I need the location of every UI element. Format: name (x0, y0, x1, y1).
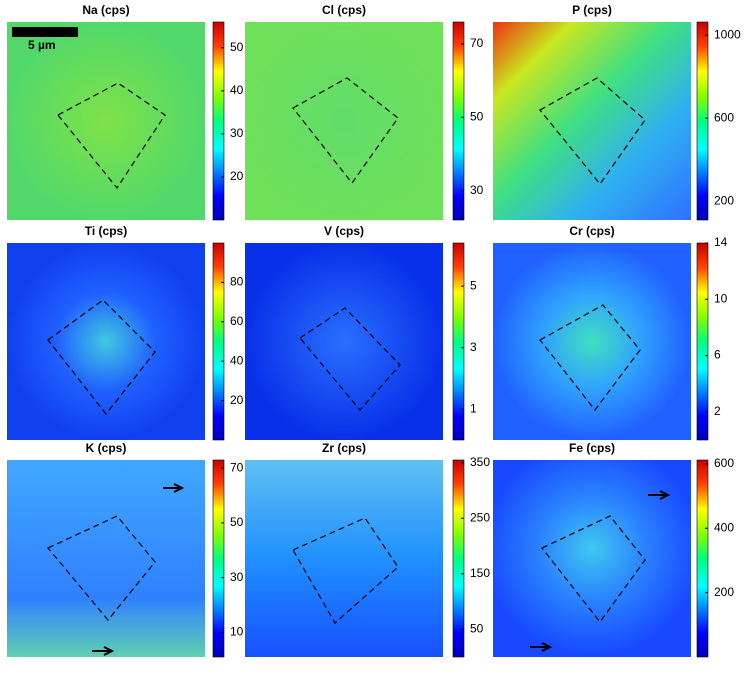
panel-title: Cl (cps) (322, 3, 366, 17)
colorbar (452, 459, 465, 658)
arrow (530, 642, 553, 652)
colorbar (452, 242, 465, 441)
heatmap-image (7, 460, 205, 657)
panel-title: Ti (cps) (85, 224, 127, 238)
panel-title: Fe (cps) (569, 441, 615, 455)
heatmap-image (7, 22, 205, 220)
colorbar-tick-label: 6 (714, 348, 721, 362)
scale-bar (12, 27, 78, 37)
dashed-outline (539, 304, 641, 411)
colorbar-tick-label: 200 (714, 585, 734, 599)
colorbar (212, 242, 225, 441)
panel-title: Cr (cps) (569, 224, 614, 238)
colorbar-tick-label: 1 (470, 401, 477, 415)
dashed-outline (541, 515, 646, 623)
colorbar-tick-label: 600 (714, 456, 734, 470)
dashed-outline (299, 307, 401, 411)
colorbar-tick-label: 30 (230, 570, 244, 584)
colorbar-tick-label: 70 (230, 460, 244, 474)
colorbar-tick-label: 80 (230, 275, 244, 289)
colorbar-tick-label: 50 (230, 515, 244, 529)
colorbar (696, 459, 709, 658)
colorbar-tick-label: 2 (714, 404, 721, 418)
colorbar-tick-label: 350 (470, 455, 490, 469)
arrow (648, 490, 671, 500)
heatmap-image (493, 460, 691, 657)
colorbar-tick-label: 200 (714, 193, 734, 207)
colorbar-tick-label: 20 (230, 393, 244, 407)
colorbar-tick-label: 400 (714, 520, 734, 534)
colorbar-tick-label: 14 (714, 235, 728, 249)
heatmap-image (493, 243, 691, 440)
dashed-outline (47, 515, 156, 621)
panel-title: V (cps) (324, 224, 364, 238)
colorbar-tick-label: 600 (714, 110, 734, 124)
panel-title: Na (cps) (82, 3, 129, 17)
colorbar-tick-label: 50 (470, 621, 484, 635)
colorbar (212, 21, 225, 221)
colorbar-tick-label: 30 (470, 183, 484, 197)
colorbar (696, 242, 709, 441)
dashed-outline (539, 77, 646, 185)
colorbar-tick-label: 3 (470, 340, 477, 354)
dashed-outline (57, 82, 166, 190)
heatmap-image (493, 22, 691, 220)
dashed-outline (292, 77, 399, 185)
panel-title: P (cps) (572, 3, 612, 17)
colorbar-tick-label: 10 (230, 625, 244, 639)
colorbar (212, 459, 225, 658)
colorbar-tick-label: 60 (230, 314, 244, 328)
heatmap-image (245, 460, 443, 657)
colorbar (696, 21, 709, 221)
scale-bar-label: 5 µm (28, 38, 56, 52)
colorbar-tick-label: 50 (230, 40, 244, 54)
heatmap-image (245, 22, 443, 220)
heatmap-image (7, 243, 205, 440)
colorbar-tick-label: 40 (230, 353, 244, 367)
colorbar-tick-label: 10 (714, 291, 728, 305)
arrow (163, 483, 185, 493)
panel-title: K (cps) (86, 441, 127, 455)
dashed-outline (292, 517, 399, 624)
colorbar-tick-label: 50 (470, 110, 484, 124)
colorbar-tick-label: 40 (230, 83, 244, 97)
colorbar-tick-label: 30 (230, 126, 244, 140)
colorbar-tick-label: 250 (470, 510, 490, 524)
heatmap-image (245, 243, 443, 440)
colorbar-tick-label: 5 (470, 278, 477, 292)
dashed-outline (47, 299, 156, 415)
colorbar-tick-label: 150 (470, 566, 490, 580)
colorbar-tick-label: 1000 (714, 27, 741, 41)
colorbar-tick-label: 20 (230, 169, 244, 183)
colorbar (452, 21, 465, 221)
colorbar-tick-label: 70 (470, 36, 484, 50)
arrow (92, 646, 115, 656)
panel-title: Zr (cps) (322, 441, 366, 455)
